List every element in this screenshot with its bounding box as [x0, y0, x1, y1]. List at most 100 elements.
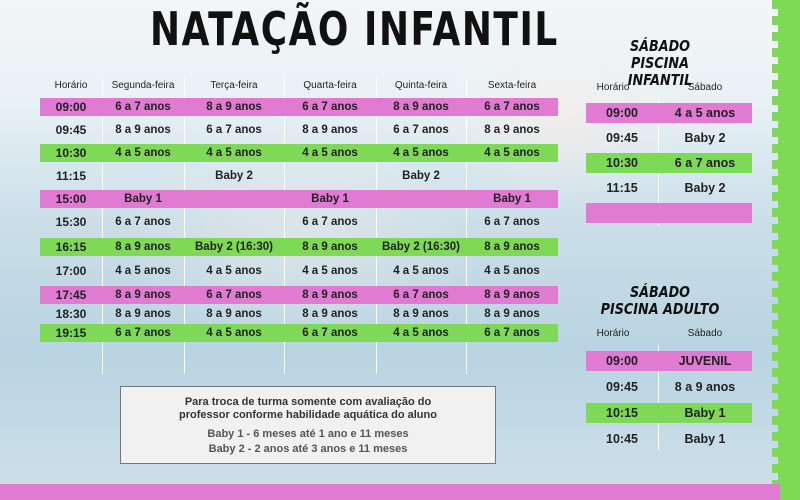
table-cell [284, 167, 376, 185]
row-time: 19:15 [55, 326, 87, 340]
table-cell: 8 a 9 anos [302, 308, 358, 320]
table-cell: Baby 2 (16:30) [195, 241, 273, 253]
table-cell: Baby 1 [124, 193, 162, 205]
saturday-row: 09:45 8 a 9 anos [586, 377, 752, 397]
table-column-divider [376, 78, 377, 374]
table-column-divider [102, 78, 103, 374]
saturday-row-time: 09:00 [606, 354, 638, 368]
table-row: 16:15 8 a 9 anos Baby 2 (16:30) 8 a 9 anos B… [40, 238, 558, 256]
saturday-adulto-header-day: Sábado [687, 328, 723, 339]
table-cell [184, 190, 284, 208]
table-cell: 8 a 9 anos [393, 101, 449, 113]
table-row: 15:00 Baby 1 Baby 1 Baby 1 [40, 190, 558, 208]
table-cell: Baby 1 [311, 193, 349, 205]
table-cell: 4 a 5 anos [393, 147, 449, 159]
table-cell: 6 a 7 anos [206, 124, 262, 136]
row-time: 09:45 [55, 123, 87, 137]
note-line-2: professor conforme habilidade aquática d… [179, 409, 437, 421]
saturday-row: 10:45 Baby 1 [586, 429, 752, 449]
saturday-infantil-header-day: Sábado [687, 82, 723, 93]
table-cell: 6 a 7 anos [484, 327, 540, 339]
table-cell: 8 a 9 anos [115, 289, 171, 301]
table-header: Terça-feira [210, 80, 258, 91]
note-line-1: Para troca de turma somente com avaliaçã… [184, 396, 432, 408]
table-cell: 6 a 7 anos [302, 101, 358, 113]
table-cell: 4 a 5 anos [115, 265, 171, 277]
table-cell: 4 a 5 anos [302, 147, 358, 159]
table-cell [466, 167, 558, 185]
table-header: Quarta-feira [303, 80, 357, 91]
saturday-row-value: JUVENIL [678, 354, 732, 368]
table-cell: 4 a 5 anos [302, 265, 358, 277]
table-cell: 4 a 5 anos [115, 147, 171, 159]
row-time: 17:00 [55, 264, 87, 278]
saturday-row-value [658, 203, 752, 223]
saturday-row-time: 10:30 [606, 156, 638, 170]
table-header: Horário [54, 80, 88, 91]
saturday-row [586, 203, 752, 223]
table-cell: 8 a 9 anos [115, 241, 171, 253]
saturday-row-value: 4 a 5 anos [674, 106, 736, 120]
table-cell: 6 a 7 anos [206, 289, 262, 301]
row-time: 16:15 [55, 240, 87, 254]
saturday-row: 10:15 Baby 1 [586, 403, 752, 423]
table-row: 11:15 Baby 2 Baby 2 [40, 167, 558, 185]
table-cell: 4 a 5 anos [206, 327, 262, 339]
table-row: 09:00 6 a 7 anos 8 a 9 anos 6 a 7 anos 8 a 9… [40, 98, 558, 116]
saturday-row-value: Baby 1 [684, 406, 726, 420]
table-cell: 4 a 5 anos [484, 265, 540, 277]
table-cell: Baby 2 [215, 170, 253, 182]
table-cell: 6 a 7 anos [484, 216, 540, 228]
table-row: 09:45 8 a 9 anos 6 a 7 anos 8 a 9 anos 6 a 7… [40, 121, 558, 139]
table-row: 15:30 6 a 7 anos 6 a 7 anos 6 a 7 anos [40, 213, 558, 231]
table-cell: 6 a 7 anos [393, 289, 449, 301]
saturday-adulto-header-time: Horário [596, 328, 630, 339]
table-cell: 8 a 9 anos [115, 124, 171, 136]
note-baby1: Baby 1 - 6 meses até 1 ano e 11 meses [207, 428, 409, 440]
bottom-pink-bar [0, 484, 780, 500]
saturday-row: 09:00 JUVENIL [586, 351, 752, 371]
table-cell: 8 a 9 anos [484, 124, 540, 136]
table-column-divider [184, 78, 185, 374]
table-cell: 6 a 7 anos [484, 101, 540, 113]
table-row: 10:30 4 a 5 anos 4 a 5 anos 4 a 5 anos 4 a 5… [40, 144, 558, 162]
table-cell: 6 a 7 anos [115, 101, 171, 113]
table-cell: 6 a 7 anos [393, 124, 449, 136]
saturday-adulto-title: SÁBADO PISCINA ADULTO [601, 284, 720, 318]
table-cell: 8 a 9 anos [302, 124, 358, 136]
table-cell: 8 a 9 anos [302, 241, 358, 253]
table-cell [184, 213, 284, 231]
table-cell: 6 a 7 anos [115, 216, 171, 228]
table-cell: 6 a 7 anos [302, 216, 358, 228]
saturday-row-time: 10:45 [606, 432, 638, 446]
row-time: 17:45 [55, 288, 87, 302]
table-cell: 4 a 5 anos [206, 265, 262, 277]
table-row: 19:15 6 a 7 anos 4 a 5 anos 6 a 7 anos 4 a 5… [40, 324, 558, 342]
row-time: 18:30 [55, 307, 87, 321]
table-cell: 8 a 9 anos [302, 289, 358, 301]
table-cell [102, 167, 184, 185]
saturday-row-value: 8 a 9 anos [674, 380, 736, 394]
saturday-row: 09:45 Baby 2 [586, 128, 752, 148]
saturday-row: 10:30 6 a 7 anos [586, 153, 752, 173]
table-header: Sexta-feira [487, 80, 537, 91]
table-cell [376, 213, 466, 231]
saturday-row-value: 6 a 7 anos [674, 156, 736, 170]
saturday-row-time: 10:15 [606, 406, 638, 420]
table-row: 18:30 8 a 9 anos 8 a 9 anos 8 a 9 anos 8 a 9… [40, 305, 558, 323]
table-cell: Baby 1 [493, 193, 531, 205]
table-cell: 8 a 9 anos [115, 308, 171, 320]
saturday-infantil-title: SÁBADO PISCINA INFANTIL [601, 38, 720, 89]
table-header: Quinta-feira [394, 80, 448, 91]
table-cell: 8 a 9 anos [484, 289, 540, 301]
table-cell: 8 a 9 anos [206, 101, 262, 113]
table-cell: 8 a 9 anos [206, 308, 262, 320]
table-cell: Baby 2 [402, 170, 440, 182]
saturday-row-time: 09:00 [606, 106, 638, 120]
table-cell: 8 a 9 anos [393, 308, 449, 320]
saturday-row-time: 09:45 [606, 380, 638, 394]
table-cell: 8 a 9 anos [484, 308, 540, 320]
saturday-adulto-title-line1: SÁBADO [629, 283, 691, 301]
row-time: 10:30 [55, 146, 87, 160]
saturday-infantil-header-time: Horário [596, 82, 630, 93]
